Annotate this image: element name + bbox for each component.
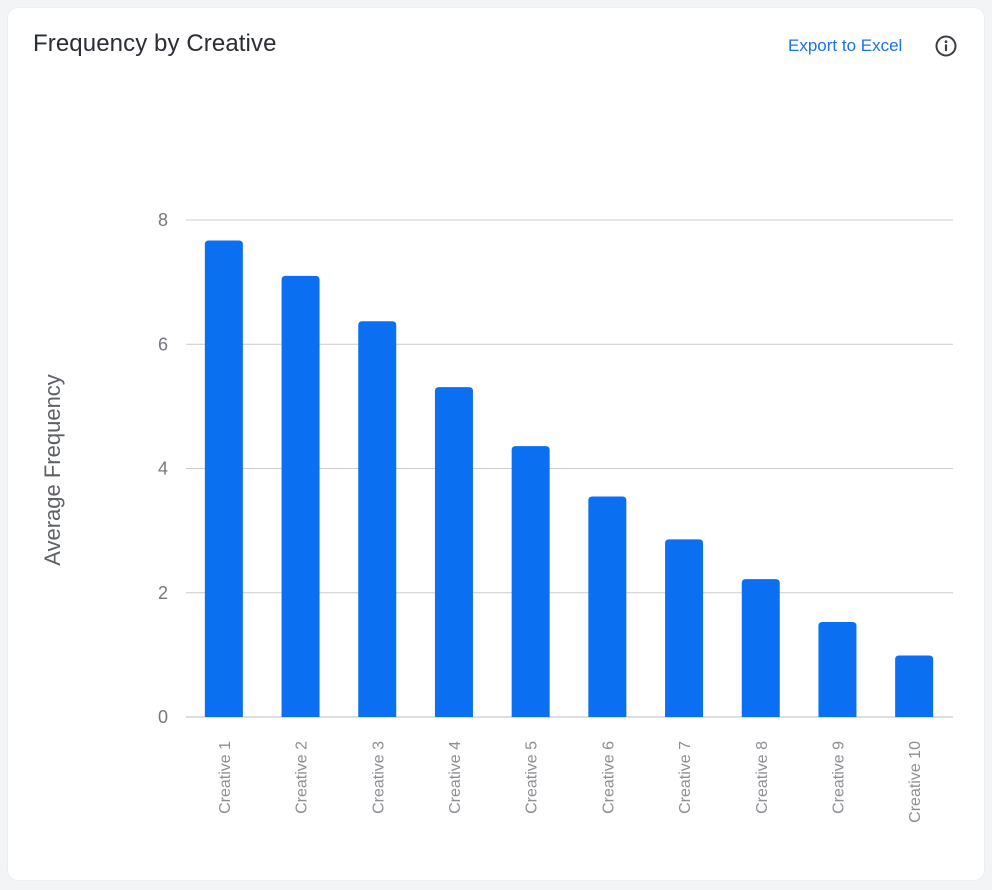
y-tick-label: 6 xyxy=(158,334,168,354)
y-tick-label: 8 xyxy=(158,210,168,230)
x-tick-label: Creative 2 xyxy=(294,741,311,814)
x-tick-label: Creative 10 xyxy=(907,741,924,823)
x-tick-label: Creative 1 xyxy=(217,741,234,814)
bar-3[interactable] xyxy=(358,321,397,717)
x-tick-label: Creative 7 xyxy=(677,741,694,814)
y-tick-label: 4 xyxy=(158,459,168,479)
bar-5[interactable] xyxy=(511,446,550,717)
bar-7[interactable] xyxy=(665,539,704,717)
y-tick-label: 0 xyxy=(158,707,168,727)
x-tick-label: Creative 5 xyxy=(524,741,541,814)
bar-6[interactable] xyxy=(588,496,627,717)
x-tick-label: Creative 6 xyxy=(600,741,617,814)
x-tick-label: Creative 9 xyxy=(830,741,847,814)
y-axis-label: Average Frequency xyxy=(40,374,65,566)
x-tick-label: Creative 4 xyxy=(447,741,464,814)
bar-2[interactable] xyxy=(281,275,320,717)
info-icon[interactable] xyxy=(934,34,958,58)
bar-9[interactable] xyxy=(818,621,857,717)
x-tick-label: Creative 3 xyxy=(370,741,387,814)
y-tick-label: 2 xyxy=(158,583,168,603)
card-title: Frequency by Creative xyxy=(33,30,277,57)
bar-8[interactable] xyxy=(741,579,780,717)
bar-4[interactable] xyxy=(434,387,473,717)
bar-10[interactable] xyxy=(895,655,934,717)
x-tick-label: Creative 8 xyxy=(754,741,771,814)
bar-1[interactable] xyxy=(204,240,243,717)
chart-card: Frequency by Creative Export to Excel xyxy=(8,8,984,880)
export-to-excel-link[interactable]: Export to Excel xyxy=(788,36,903,55)
